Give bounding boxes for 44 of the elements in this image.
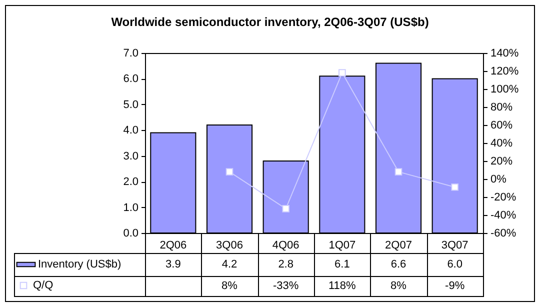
x-tick-label: 3Q07: [441, 240, 468, 252]
data-label: 6.6: [390, 258, 406, 270]
x-tick-label: 2Q06: [160, 240, 187, 252]
y-tick-label: 2.0: [123, 176, 138, 188]
point: [338, 69, 346, 76]
data-label: 8%: [390, 280, 407, 292]
y2-tick-label: 20%: [490, 156, 513, 168]
y-tick-label: 1.0: [123, 202, 138, 214]
point: [282, 205, 290, 212]
y2-tick-label: 100%: [490, 84, 519, 96]
y2-tick-label: 40%: [490, 138, 513, 150]
y-tick-label: 5.0: [123, 98, 138, 111]
x-tick-label: 1Q07: [328, 240, 356, 252]
chart-title: Worldwide semiconductor inventory, 2Q06-3Q07 (US$b): [111, 15, 429, 29]
y-tick-label: 3.0: [123, 150, 138, 162]
data-label: -33%: [272, 280, 299, 292]
y2-tick-label: -20%: [490, 192, 516, 204]
y2-tick-label: 60%: [490, 120, 513, 132]
y2-tick-label: 140%: [490, 48, 519, 60]
y-tick-label: 0.0: [123, 228, 138, 240]
y2-tick-label: -40%: [490, 210, 516, 222]
data-label: 118%: [328, 280, 356, 292]
y2-tick-label: 0%: [490, 174, 507, 186]
data-label: 3.9: [166, 258, 181, 270]
data-label: 2.8: [278, 258, 294, 270]
point: [394, 168, 402, 176]
data-label: 6.1: [334, 258, 350, 270]
x-tick-label: 4Q06: [272, 240, 300, 252]
point: [451, 183, 458, 191]
point: [226, 168, 234, 176]
data-label: 6.0: [447, 258, 462, 270]
y2-tick-label: -60%: [490, 228, 516, 240]
y-tick-label: 4.0: [123, 124, 138, 137]
y2-tick-label: 120%: [490, 66, 519, 78]
y2-tick-label: 80%: [490, 102, 513, 114]
legend-label: Inventory (US$b): [38, 258, 122, 270]
x-tick-label: 3Q06: [216, 240, 243, 252]
y-tick-label: 6.0: [123, 73, 138, 86]
legend-label: Q/Q: [33, 280, 54, 292]
y-tick-label: 7.0: [123, 48, 138, 60]
data-label: 4.2: [222, 258, 238, 270]
data-label: 8%: [222, 280, 238, 292]
x-tick-label: 2Q07: [385, 240, 412, 252]
data-label: -9%: [445, 280, 465, 292]
